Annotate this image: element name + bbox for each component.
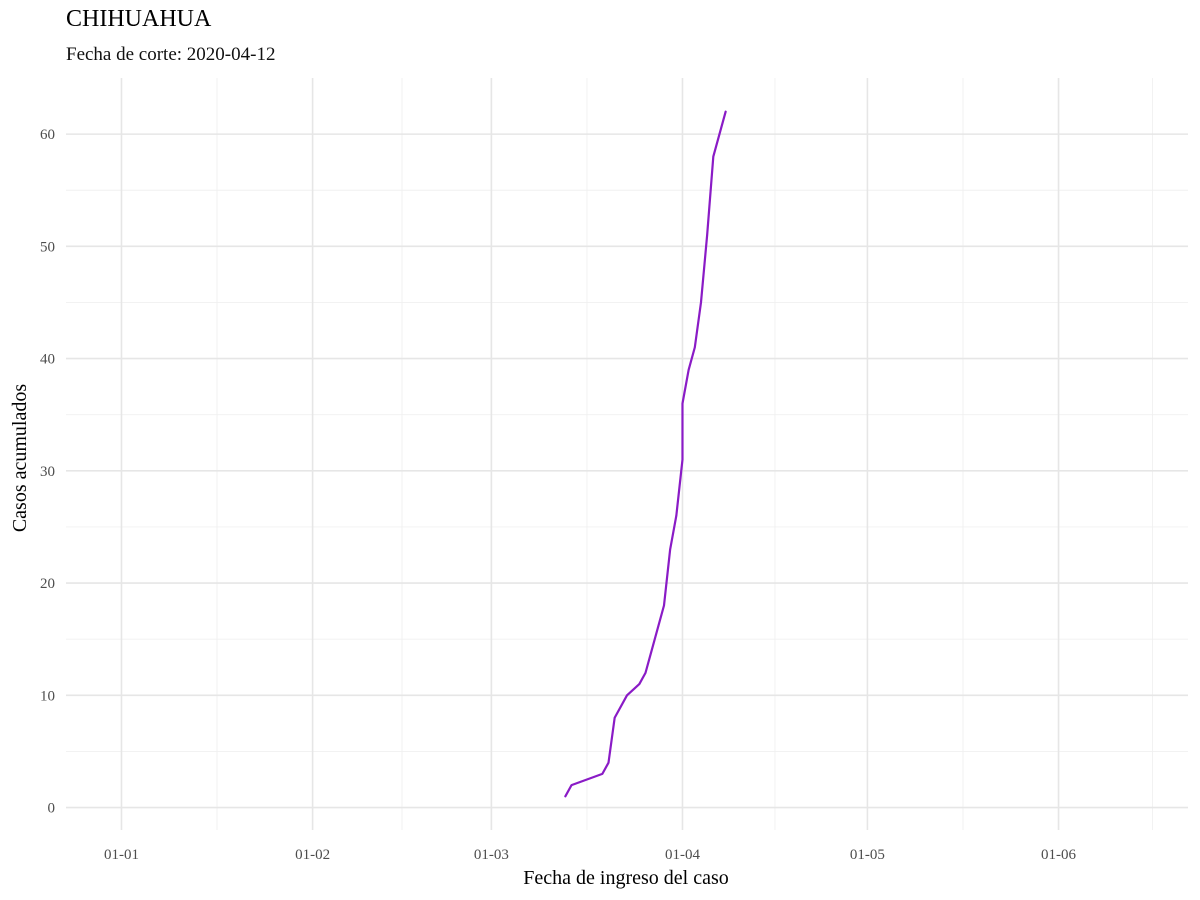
x-tick-labels: 01-01 01-02 01-03 01-04 01-05 01-06 [104, 847, 1077, 863]
series-line [564, 110, 727, 798]
x-tick-label: 01-06 [1041, 847, 1076, 863]
y-tick-labels: 0 10 20 30 40 50 60 [40, 127, 55, 816]
y-tick-label: 0 [48, 801, 56, 817]
y-tick-label: 20 [40, 576, 55, 592]
chart-subtitle: Fecha de corte: 2020-04-12 [66, 44, 276, 65]
y-tick-label: 30 [40, 464, 55, 480]
x-tick-label: 01-05 [850, 847, 885, 863]
x-tick-label: 01-03 [474, 847, 509, 863]
x-tick-label: 01-02 [295, 847, 330, 863]
chart-title: CHIHUAHUA [66, 6, 212, 32]
y-tick-label: 50 [40, 239, 55, 255]
y-tick-label: 10 [40, 688, 55, 704]
series-layer [564, 110, 727, 798]
y-axis-title: Casos acumulados [9, 384, 31, 533]
minor-gridlines [66, 78, 1188, 830]
y-tick-label: 40 [40, 352, 55, 368]
x-axis-title: Fecha de ingreso del caso [523, 867, 728, 889]
x-tick-label: 01-01 [104, 847, 139, 863]
major-gridlines [66, 78, 1188, 830]
x-tick-label: 01-04 [665, 847, 700, 863]
y-tick-label: 60 [40, 127, 55, 143]
